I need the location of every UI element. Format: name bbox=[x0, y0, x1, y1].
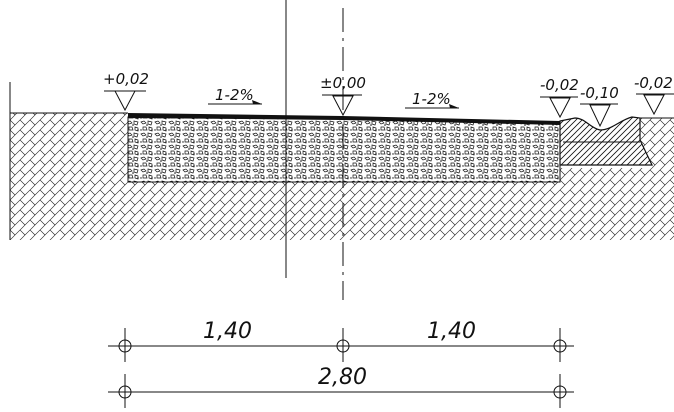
level-label-left: +0,02 bbox=[103, 70, 149, 88]
level-label-center: ±0,00 bbox=[320, 74, 366, 92]
level-label-gutter: -0,10 bbox=[580, 84, 619, 102]
level-marker-right bbox=[636, 93, 674, 116]
level-marker-gutter bbox=[580, 103, 618, 128]
level-label-right: -0,02 bbox=[634, 74, 673, 92]
dimension-line-halves bbox=[108, 328, 574, 362]
kerb-gutter bbox=[559, 116, 653, 166]
dimension-line-total bbox=[108, 374, 574, 408]
dimension-label-left: 1,40 bbox=[203, 319, 252, 344]
dimension-label-right: 1,40 bbox=[427, 319, 476, 344]
slope-arrow-left-icon bbox=[208, 100, 262, 105]
asphalt-surface bbox=[128, 113, 560, 125]
dimension-label-total: 2,80 bbox=[318, 365, 367, 390]
level-marker-left bbox=[104, 90, 146, 112]
slope-label-left: 1-2% bbox=[215, 86, 254, 104]
slope-arrow-right-icon bbox=[405, 104, 459, 109]
level-marker-center bbox=[322, 94, 362, 117]
subgrade-soil bbox=[9, 82, 674, 240]
gravel-base-course bbox=[127, 116, 561, 183]
level-label-kerb: -0,02 bbox=[540, 76, 579, 94]
slope-label-right: 1-2% bbox=[412, 90, 451, 108]
level-marker-kerb bbox=[540, 96, 578, 119]
